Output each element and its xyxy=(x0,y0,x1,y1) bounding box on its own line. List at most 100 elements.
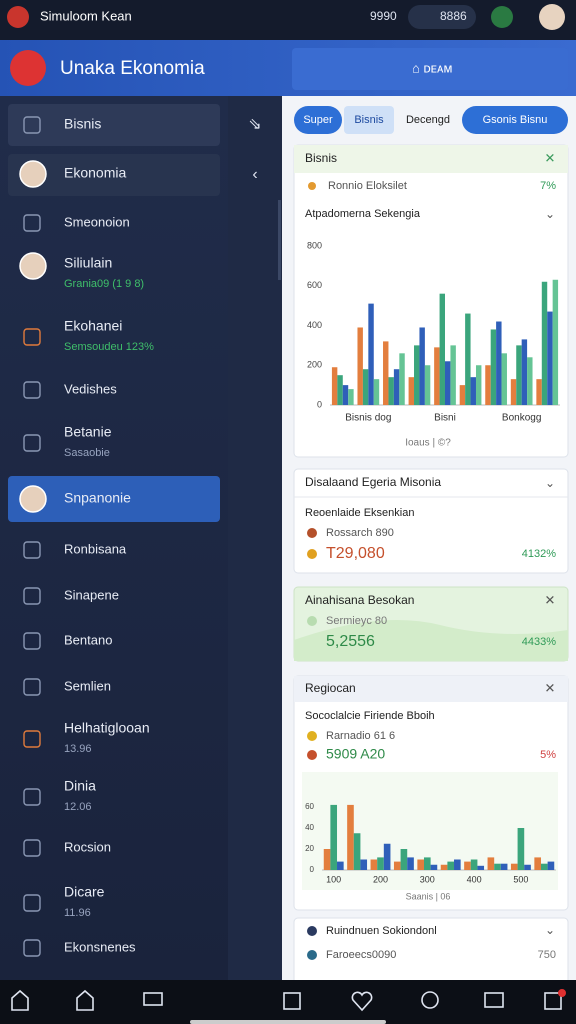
bar xyxy=(368,303,374,405)
bar xyxy=(377,857,384,870)
bar xyxy=(524,864,531,870)
row-label: Rarnadio 61 6 xyxy=(326,730,395,742)
scrollbar xyxy=(278,200,281,280)
bar xyxy=(408,377,415,405)
item-icon xyxy=(23,116,41,134)
tab-bg[interactable] xyxy=(294,106,342,134)
expand[interactable]: ⌄ xyxy=(545,476,555,490)
row-icon xyxy=(307,616,317,626)
avatar xyxy=(19,160,47,188)
sidebar-item[interactable]: Snpanonie xyxy=(64,490,131,506)
nav-wallet[interactable] xyxy=(484,992,504,1008)
row-label: Rossarch 890 xyxy=(326,527,394,539)
bar xyxy=(541,281,548,405)
row-icon xyxy=(308,182,316,190)
notification-icon[interactable] xyxy=(491,6,513,28)
card-title: Ainahisana Besokan xyxy=(305,593,414,607)
bar xyxy=(393,861,401,870)
bar xyxy=(501,353,507,405)
sidebar-item[interactable]: Ekonsnenes xyxy=(64,939,136,954)
rail-icon[interactable]: ⇘ xyxy=(248,116,261,133)
item-icon xyxy=(23,632,41,650)
search-item-bg[interactable] xyxy=(8,104,220,146)
sidebar-item[interactable]: Siliulain xyxy=(64,255,112,271)
sidebar-item[interactable]: Dinia xyxy=(64,778,96,794)
nav-square[interactable] xyxy=(283,992,301,1010)
selected-item-bg[interactable] xyxy=(8,476,220,522)
tab[interactable]: Gsonis Bisnu xyxy=(483,114,548,126)
item-icon xyxy=(23,381,41,399)
bar xyxy=(485,365,491,405)
nav-home[interactable] xyxy=(11,989,29,1011)
search-box[interactable] xyxy=(292,48,568,90)
item-icon xyxy=(23,894,41,912)
bar xyxy=(516,345,522,405)
item-icon xyxy=(23,434,41,452)
sidebar-subtitle: 12.06 xyxy=(64,801,92,813)
close-button[interactable]: ✕ xyxy=(545,592,556,607)
badge xyxy=(558,989,566,997)
bar xyxy=(464,861,471,870)
item-bg[interactable] xyxy=(8,154,220,196)
avatar[interactable] xyxy=(539,4,565,30)
x-tick-label: 400 xyxy=(467,874,482,884)
sidebar xyxy=(0,96,228,980)
bar xyxy=(337,861,344,870)
tab-bg[interactable] xyxy=(344,106,394,134)
bar xyxy=(487,857,495,870)
bar xyxy=(342,385,349,405)
x-tick-label: Bisnis dog xyxy=(345,413,391,424)
tab-bg[interactable] xyxy=(462,106,568,134)
status-bar xyxy=(0,0,576,40)
nav-heart[interactable] xyxy=(351,991,373,1012)
bar xyxy=(540,863,548,870)
nav-home-2[interactable] xyxy=(76,989,94,1011)
sidebar-item[interactable]: Rocsion xyxy=(64,839,111,854)
side-rail xyxy=(228,96,282,980)
sidebar-item[interactable]: Bisnis xyxy=(64,116,101,132)
sidebar-item[interactable]: Bentano xyxy=(64,632,112,647)
app-icon xyxy=(7,6,29,28)
card-subtitle: Atpadomerna Sekengia xyxy=(305,208,421,220)
sidebar-item[interactable]: Sinapene xyxy=(64,587,119,602)
expand[interactable]: ⌄ xyxy=(545,207,555,221)
tab[interactable]: Bisnis xyxy=(354,114,384,126)
nav-menu[interactable] xyxy=(544,992,562,1010)
bar xyxy=(465,313,471,405)
avatar xyxy=(19,485,47,513)
sidebar-item[interactable]: Smeonoion xyxy=(64,214,130,229)
bar xyxy=(357,327,363,405)
sidebar-item[interactable]: Betanie xyxy=(64,424,112,440)
tab[interactable]: Decengd xyxy=(406,114,450,126)
card-title: Ruindnuen Sokiondonl xyxy=(326,925,437,937)
bar xyxy=(347,804,354,870)
row-icon xyxy=(307,926,317,936)
sidebar-item[interactable]: Semlien xyxy=(64,678,111,693)
nav-profile[interactable] xyxy=(421,991,439,1009)
card-title: Disalaand Egeria Misonia xyxy=(305,475,441,489)
sidebar-item[interactable]: Ronbisana xyxy=(64,541,127,556)
tab[interactable]: Super xyxy=(303,114,333,126)
sidebar-item[interactable]: Ekohanei xyxy=(64,318,122,334)
close-button[interactable]: ✕ xyxy=(545,680,556,695)
row-icon xyxy=(307,731,317,741)
chart-caption: Ioaus | ©? xyxy=(405,438,451,449)
bar xyxy=(510,379,517,405)
sidebar-item[interactable]: Helhatiglooan xyxy=(64,720,150,736)
bar xyxy=(423,857,431,870)
rail-icon[interactable]: ‹ xyxy=(252,166,257,183)
row-label: Faroeecs0090 xyxy=(326,949,396,961)
bar xyxy=(348,389,354,405)
sidebar-item[interactable]: Dicare xyxy=(64,884,105,900)
app-name: Simuloom Kean xyxy=(40,8,132,23)
bar xyxy=(362,369,369,405)
bar xyxy=(536,379,542,405)
x-tick-label: 200 xyxy=(373,874,388,884)
nav-screen[interactable] xyxy=(143,992,163,1006)
expand[interactable]: ⌄ xyxy=(545,923,555,937)
close-button[interactable]: ✕ xyxy=(545,150,556,165)
sidebar-item[interactable]: Ekonomia xyxy=(64,165,126,181)
sidebar-item[interactable]: Vedishes xyxy=(64,381,117,396)
row-icon xyxy=(307,549,317,559)
sidebar-subtitle: 13.96 xyxy=(64,743,92,755)
